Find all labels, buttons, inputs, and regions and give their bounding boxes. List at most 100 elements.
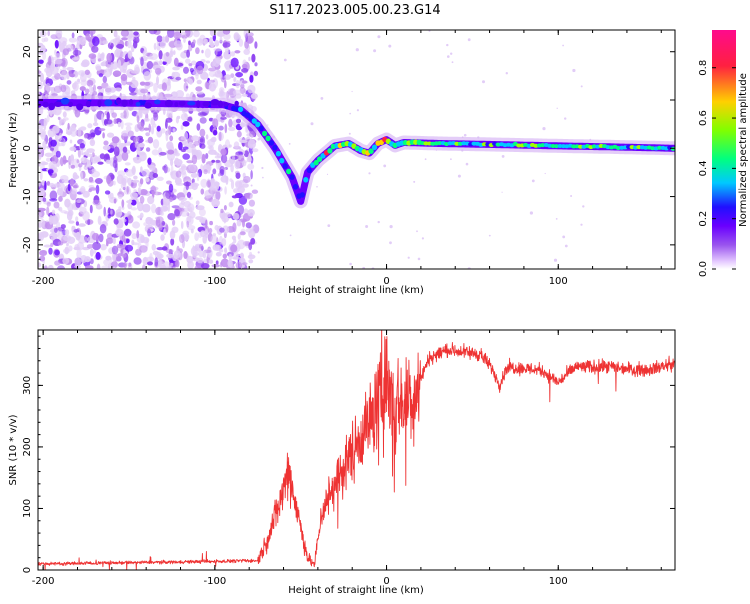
- noise-blob: [99, 40, 102, 45]
- noise-blob: [241, 68, 249, 73]
- noise-blob: [215, 49, 218, 56]
- noise-blob: [71, 32, 75, 39]
- noise-blob: [45, 77, 50, 83]
- noise-blob: [76, 36, 81, 46]
- noise-blob: [148, 123, 151, 133]
- noise-blob: [191, 135, 200, 141]
- noise-blob: [237, 154, 245, 162]
- noise-blob: [71, 188, 78, 195]
- noise-blob: [169, 50, 174, 58]
- noise-blob: [231, 195, 238, 199]
- noise-blob: [126, 200, 133, 204]
- noise-blob: [133, 175, 138, 180]
- colorbar-tick-label: 0.6: [698, 110, 709, 126]
- noise-blob: [112, 252, 116, 262]
- noise-blob: [180, 210, 189, 217]
- noise-blob: [215, 182, 220, 190]
- noise-blob: [235, 80, 240, 89]
- noise-speckle: [377, 220, 380, 224]
- noise-blob: [80, 156, 88, 164]
- snr-xtick-label: -100: [203, 576, 226, 587]
- noise-blob: [102, 145, 111, 151]
- noise-blob: [253, 70, 259, 77]
- noise-blob: [167, 213, 176, 221]
- noise-blob: [223, 205, 227, 211]
- noise-blob: [214, 40, 220, 47]
- band-blob: [68, 101, 73, 108]
- noise-blob: [84, 236, 88, 244]
- noise-blob: [172, 128, 176, 133]
- noise-blob: [38, 222, 42, 228]
- noise-blob: [66, 80, 72, 85]
- noise-blob: [80, 171, 83, 180]
- colorbar-gradient: [712, 30, 736, 269]
- noise-blob: [113, 118, 117, 125]
- snr-ytick-label: 100: [22, 499, 33, 518]
- noise-blob: [167, 78, 171, 86]
- noise-blob: [110, 43, 114, 48]
- noise-blob: [231, 155, 235, 162]
- noise-blob: [139, 195, 145, 204]
- noise-blob: [60, 84, 67, 93]
- colorbar-tick-label: 0.0: [698, 261, 709, 277]
- noise-blob: [184, 131, 189, 141]
- noise-blob: [60, 224, 66, 229]
- noise-blob: [139, 178, 144, 185]
- noise-blob: [38, 128, 46, 137]
- noise-speckle: [450, 52, 453, 55]
- noise-blob: [234, 159, 241, 170]
- noise-blob: [197, 111, 207, 117]
- noise-blob: [73, 184, 79, 189]
- noise-blob: [79, 206, 87, 215]
- spectrogram-xtick-label: -200: [32, 276, 55, 287]
- noise-blob: [236, 130, 242, 138]
- noise-blob: [84, 69, 90, 76]
- ridge-core-blob: [320, 153, 326, 159]
- noise-blob: [145, 216, 153, 225]
- noise-blob: [103, 140, 109, 146]
- noise-blob: [92, 36, 100, 47]
- noise-blob: [49, 198, 58, 202]
- band-blob: [234, 100, 239, 107]
- noise-blob: [121, 37, 128, 41]
- snr-frame: [37, 329, 676, 571]
- noise-blob: [230, 179, 235, 190]
- noise-speckle: [564, 117, 567, 120]
- ridge-core-blob: [272, 144, 278, 151]
- noise-blob: [247, 139, 256, 149]
- noise-blob: [178, 141, 183, 151]
- noise-blob: [76, 159, 80, 164]
- noise-blob: [98, 73, 104, 78]
- noise-blob: [74, 257, 81, 268]
- noise-blob: [109, 142, 118, 149]
- colorbar-tick-label: 0.2: [698, 211, 709, 227]
- noise-blob: [193, 30, 200, 38]
- noise-blob: [235, 118, 242, 124]
- noise-blob: [175, 260, 180, 268]
- snr-ytick-label: 0: [22, 567, 33, 573]
- noise-blob: [195, 86, 203, 92]
- noise-blob: [205, 219, 208, 229]
- noise-blob: [182, 153, 190, 160]
- noise-blob: [231, 235, 236, 240]
- noise-blob: [174, 152, 180, 157]
- noise-blob: [127, 211, 132, 217]
- noise-blob: [150, 125, 155, 135]
- noise-blob: [161, 246, 168, 251]
- noise-blob: [99, 224, 107, 234]
- noise-blob: [80, 61, 89, 68]
- noise-blob: [175, 76, 182, 81]
- noise-blob: [100, 53, 105, 61]
- noise-blob: [39, 212, 42, 218]
- noise-blob: [68, 69, 72, 77]
- noise-blob: [151, 203, 157, 214]
- noise-blob: [83, 178, 89, 182]
- colorbar-tick-label: 0.8: [698, 60, 709, 76]
- ridge-core-blob: [258, 125, 264, 132]
- noise-blob: [72, 82, 77, 90]
- noise-blob: [233, 32, 240, 40]
- noise-blob: [110, 174, 115, 180]
- noise-speckle: [447, 55, 450, 58]
- noise-blob: [154, 257, 159, 267]
